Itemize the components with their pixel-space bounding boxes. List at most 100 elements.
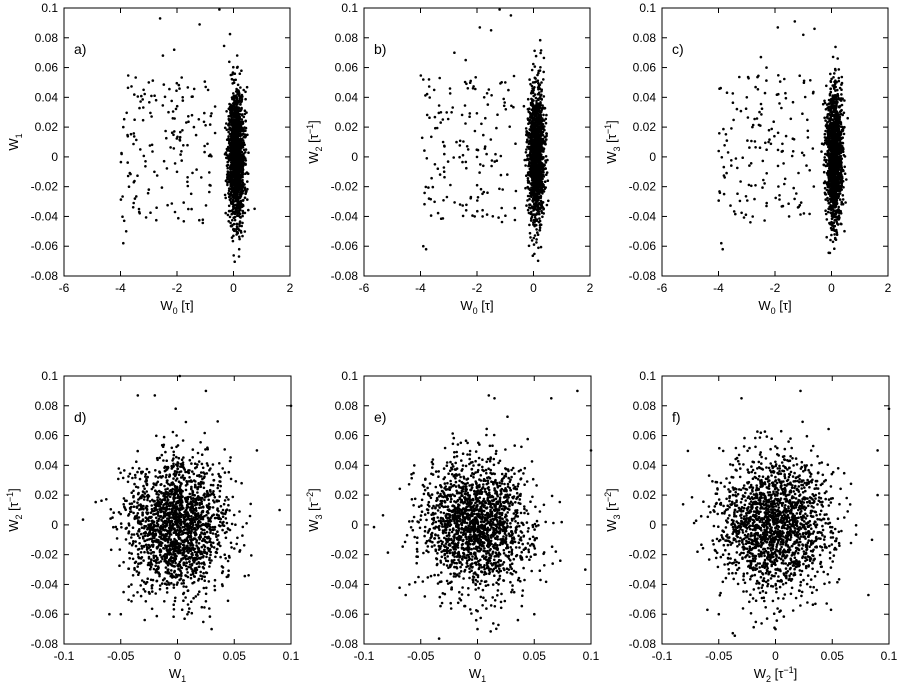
data-point xyxy=(147,81,151,84)
data-point xyxy=(532,145,536,148)
data-point xyxy=(828,251,832,255)
data-point xyxy=(465,145,469,148)
data-point xyxy=(725,139,729,142)
y-tick-label: 0.1 xyxy=(41,1,58,15)
data-point xyxy=(544,121,548,125)
data-point xyxy=(787,215,791,218)
data-point xyxy=(232,254,235,257)
data-point xyxy=(137,207,141,211)
data-point xyxy=(439,217,443,220)
data-point xyxy=(833,72,836,75)
data-point xyxy=(831,215,835,219)
data-point xyxy=(165,136,168,140)
data-point xyxy=(139,100,142,103)
data-point xyxy=(829,87,832,90)
data-point xyxy=(830,126,834,130)
data-point xyxy=(175,89,178,92)
data-point xyxy=(203,150,206,154)
data-point xyxy=(840,108,843,112)
data-point xyxy=(226,166,229,170)
data-point xyxy=(436,167,440,170)
data-point xyxy=(542,207,545,210)
data-point xyxy=(526,208,530,212)
data-point xyxy=(240,69,243,72)
data-point xyxy=(224,211,227,215)
data-point xyxy=(536,79,540,82)
data-point xyxy=(475,112,479,115)
data-point xyxy=(441,118,445,121)
data-point xyxy=(834,45,837,49)
x-tick-label: -4 xyxy=(415,281,426,295)
data-point xyxy=(528,197,531,201)
data-point xyxy=(538,224,542,227)
data-point xyxy=(233,187,237,190)
data-point xyxy=(141,118,145,122)
data-point xyxy=(228,198,232,202)
data-point xyxy=(827,159,831,163)
data-point xyxy=(535,228,538,231)
data-point xyxy=(132,201,135,205)
data-point xyxy=(836,185,840,188)
data-point xyxy=(537,113,541,117)
data-point xyxy=(236,83,240,87)
data-point xyxy=(530,101,534,105)
data-point xyxy=(473,129,477,133)
data-point xyxy=(828,174,832,178)
data-point xyxy=(543,128,546,132)
data-point xyxy=(831,205,835,208)
data-point xyxy=(831,160,834,164)
data-point xyxy=(529,167,533,170)
data-point xyxy=(532,108,535,111)
data-point xyxy=(841,180,845,183)
data-point xyxy=(443,145,446,148)
data-point xyxy=(238,72,242,75)
data-point xyxy=(133,197,137,200)
data-point xyxy=(537,167,540,171)
data-point xyxy=(524,127,528,130)
data-point xyxy=(829,208,832,211)
data-point xyxy=(846,116,849,120)
data-point xyxy=(480,122,483,126)
data-point xyxy=(761,186,764,189)
data-point xyxy=(833,82,837,86)
data-point xyxy=(840,166,843,169)
data-point xyxy=(423,149,426,152)
data-point xyxy=(240,118,244,121)
data-point xyxy=(542,95,546,98)
data-point xyxy=(241,183,244,186)
data-point xyxy=(241,211,245,215)
data-point xyxy=(479,187,483,191)
data-point xyxy=(245,190,248,193)
data-point xyxy=(835,215,838,219)
data-point xyxy=(530,119,534,123)
data-point xyxy=(543,163,546,166)
data-point xyxy=(119,198,123,201)
data-point xyxy=(164,129,167,133)
data-point xyxy=(539,245,543,249)
data-point xyxy=(148,144,152,147)
data-point xyxy=(231,73,234,76)
data-point xyxy=(247,151,250,154)
y-tick-label: -0.02 xyxy=(331,180,359,194)
data-point xyxy=(744,107,748,110)
data-point xyxy=(532,62,535,66)
data-point xyxy=(823,180,827,183)
data-point xyxy=(438,173,442,176)
data-point xyxy=(225,128,229,131)
y-tick-label: 0 xyxy=(51,150,58,164)
data-point xyxy=(482,133,485,137)
data-point xyxy=(132,132,136,135)
data-point xyxy=(253,207,256,211)
data-point xyxy=(230,109,234,112)
data-point xyxy=(438,76,442,80)
data-point xyxy=(541,174,545,177)
data-point xyxy=(451,106,455,109)
data-point xyxy=(189,192,193,196)
data-point xyxy=(540,109,543,113)
data-point xyxy=(153,170,156,174)
data-point xyxy=(838,143,841,147)
data-point xyxy=(531,127,534,130)
data-point xyxy=(204,85,207,89)
data-point xyxy=(530,215,534,219)
data-point xyxy=(226,145,230,149)
